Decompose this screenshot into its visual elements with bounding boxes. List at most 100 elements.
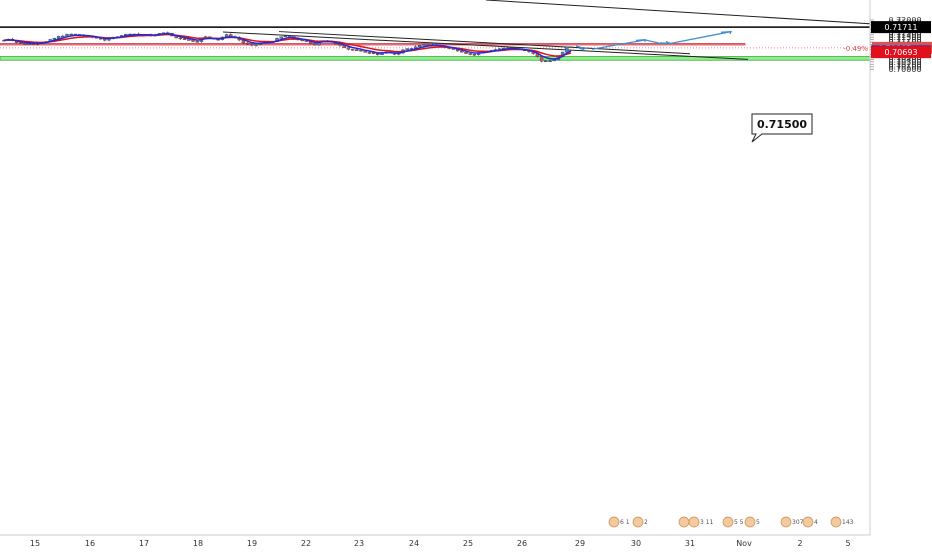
event-flag-label: 5 xyxy=(756,519,760,526)
trendline-upper xyxy=(278,31,691,55)
projection-arrowhead-2 xyxy=(659,41,671,45)
candle xyxy=(61,34,65,38)
price-tick-label: 0.70400 xyxy=(888,55,921,64)
event-flag-icon xyxy=(632,516,644,528)
event-flag[interactable]: 5 5 22 xyxy=(722,516,753,528)
candle-body xyxy=(464,52,468,54)
candle-body xyxy=(313,43,317,46)
candle-body xyxy=(19,42,23,44)
projection-layer: 0.71500 xyxy=(575,30,813,143)
date-tick-label: 15 xyxy=(30,539,40,548)
candle-body xyxy=(195,41,199,43)
price-tick-label: 0.71300 xyxy=(888,33,921,42)
candle-body xyxy=(65,34,69,37)
event-flag[interactable]: 307 xyxy=(780,516,804,528)
candle xyxy=(254,44,258,47)
candle xyxy=(283,35,288,38)
date-tick-label: 25 xyxy=(463,539,473,548)
candle xyxy=(19,42,23,45)
event-flag[interactable]: 2 xyxy=(632,516,648,528)
candle xyxy=(187,39,191,41)
resistance-zone xyxy=(0,43,746,46)
event-flag[interactable]: 3 11 xyxy=(688,516,714,528)
candle-body xyxy=(367,52,372,54)
date-tick-label: 17 xyxy=(139,539,149,548)
candle-body xyxy=(103,39,107,41)
candle-body xyxy=(187,39,191,41)
event-flag-icon xyxy=(744,516,756,528)
ma-tag-2: 0.70693 xyxy=(871,46,931,59)
candle-body xyxy=(418,45,422,48)
event-flag-label: 2 xyxy=(644,519,648,526)
candle xyxy=(346,47,351,51)
candle-body xyxy=(350,49,355,51)
candle xyxy=(69,33,73,36)
candle-body xyxy=(27,43,31,45)
candle xyxy=(418,44,422,48)
candle xyxy=(182,38,187,40)
candle-body xyxy=(346,47,351,50)
projection-path xyxy=(591,31,731,50)
projection-arrowhead-1 xyxy=(635,38,646,42)
event-flag[interactable]: 6 1 xyxy=(608,516,630,528)
event-flag-label: 307 xyxy=(792,519,804,526)
candle xyxy=(569,46,573,48)
level-tag-label: 0.71711 xyxy=(884,23,917,32)
target-label: 0.71500 xyxy=(757,118,807,131)
candle-body xyxy=(283,35,288,38)
candle xyxy=(565,46,569,53)
candle-body xyxy=(279,36,283,39)
candle-body xyxy=(178,37,183,40)
candle xyxy=(313,43,317,46)
candle xyxy=(178,37,183,40)
date-tick-label: 23 xyxy=(354,539,364,548)
candle-body xyxy=(472,54,477,56)
trendline-long xyxy=(485,0,906,27)
price-tick-label: 0.72000 xyxy=(888,16,921,25)
event-flag-icon xyxy=(608,516,620,528)
candle-body xyxy=(56,36,61,39)
event-flag[interactable]: 5 xyxy=(744,516,760,528)
level-tag: 0.71711 xyxy=(871,21,931,34)
candle xyxy=(56,35,61,39)
price-axis-bg xyxy=(870,0,932,550)
candle-body xyxy=(544,60,548,63)
projection-arrowhead-3 xyxy=(720,30,732,35)
support-zone xyxy=(0,56,871,61)
trendline-lower xyxy=(222,31,749,60)
event-flag-icon xyxy=(830,516,842,528)
event-flag-label: 4 xyxy=(814,519,818,526)
candle-body xyxy=(23,43,27,45)
price-tick-label: 0.70200 xyxy=(888,60,921,69)
target-callout-box xyxy=(751,113,813,143)
candle xyxy=(52,37,57,40)
event-flag-icon xyxy=(802,516,814,528)
event-flag[interactable]: 143 xyxy=(830,516,854,528)
date-tick-label: 16 xyxy=(85,539,95,548)
date-tick-label: 22 xyxy=(301,539,311,548)
candle xyxy=(245,41,250,45)
candle-body xyxy=(245,42,250,45)
candle-body xyxy=(287,35,292,37)
event-flag-icon xyxy=(780,516,792,528)
date-tick-label: 26 xyxy=(517,539,527,548)
price-tick-label: 0.71400 xyxy=(888,31,921,40)
event-flag[interactable]: 4 xyxy=(802,516,818,528)
date-tick-label: 24 xyxy=(409,539,419,548)
price-tick-label: 0.70300 xyxy=(888,58,921,67)
date-tick-label: 31 xyxy=(685,539,695,548)
price-tick-label: 0.70000 xyxy=(888,65,921,74)
projection-hook-head xyxy=(578,47,587,50)
candle xyxy=(279,36,283,39)
date-tick-label: Nov xyxy=(736,539,752,548)
candle-body xyxy=(69,33,73,36)
candle xyxy=(250,43,254,47)
candle-body xyxy=(250,43,254,46)
date-axis: 15 16 17 18 19 22 23 24 25 26 29 30 31 Nov 2 5 xyxy=(0,534,870,548)
date-tick-label: 5 xyxy=(845,539,850,548)
candle-body xyxy=(376,53,380,55)
candle xyxy=(287,34,292,37)
candle xyxy=(367,51,372,54)
